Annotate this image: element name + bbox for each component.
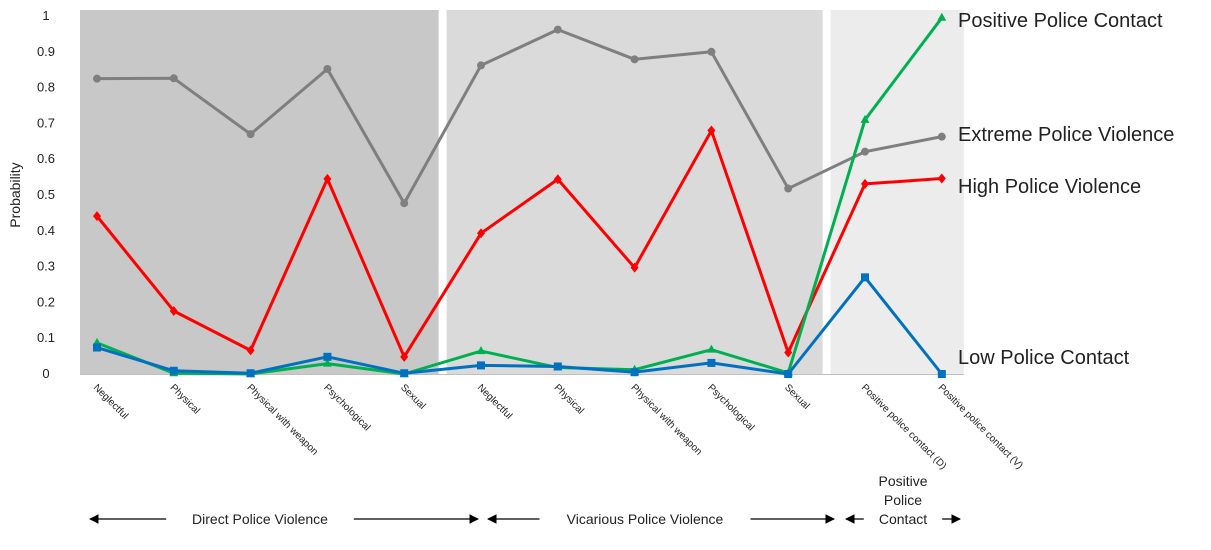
data-point [477, 228, 485, 239]
data-point [707, 47, 716, 56]
x-tick-label: Positive police contact (D) [859, 382, 949, 472]
group-label: Direct Police Violence [192, 511, 328, 527]
x-axis: Neglectful Physical Physical with weapon Ps… [80, 374, 1025, 472]
data-point [630, 55, 639, 64]
group-label: Positive Police Contact [878, 473, 927, 527]
data-point [93, 343, 101, 352]
data-point [93, 74, 101, 83]
data-point [400, 199, 409, 208]
group-label: Vicarious Police Violence [567, 511, 724, 527]
y-tick-label: 0.6 [37, 151, 55, 166]
data-point [630, 262, 639, 273]
data-point [784, 184, 793, 193]
data-point [861, 178, 869, 189]
data-point [937, 370, 946, 378]
x-tick-label: Sexual [398, 382, 427, 411]
data-point [246, 369, 255, 378]
y-tick-label: 0.2 [37, 294, 55, 309]
data-point [323, 352, 332, 361]
group-shade [830, 10, 964, 374]
y-tick-label: 0.7 [37, 115, 55, 130]
y-tick-label: 0.1 [37, 330, 55, 345]
data-point [322, 358, 332, 367]
data-point [937, 132, 946, 141]
data-point [861, 147, 869, 156]
data-point [553, 25, 562, 34]
y-tick-label: 0 [42, 366, 49, 381]
series-label: High Police Violence [958, 176, 1141, 198]
x-tick-label: Physical [168, 382, 202, 416]
data-point [937, 173, 946, 184]
data-point [169, 305, 178, 316]
x-tick-label: Psychological [705, 382, 756, 433]
series-lines [95, 16, 943, 376]
series-line [96, 275, 943, 376]
data-point [706, 344, 716, 353]
x-tick-label: Physical [552, 382, 586, 416]
data-point [400, 351, 409, 362]
y-tick-label: 0.5 [37, 187, 55, 202]
data-point [93, 211, 101, 222]
x-tick-label: Psychological [321, 382, 372, 433]
y-tick-label: 0.3 [37, 259, 55, 274]
data-point [400, 369, 409, 378]
x-tick-label: Neglectful [475, 382, 514, 421]
data-point [861, 273, 869, 282]
data-point [784, 370, 793, 378]
data-point [553, 174, 562, 185]
data-point [477, 61, 485, 70]
series-line [95, 129, 942, 359]
y-tick-label: 0.8 [37, 80, 55, 95]
series-markers [92, 12, 947, 378]
data-point [169, 366, 178, 375]
series-legend: Extreme Police Violence High Police Viole… [958, 10, 1174, 369]
data-point [477, 361, 485, 370]
x-tick-label: Physical with weapon [628, 382, 703, 457]
data-point [630, 368, 639, 377]
data-point [707, 125, 716, 136]
y-axis: 0 0.1 0.2 0.3 0.4 0.5 0.6 0.7 0.8 0.9 1 [37, 8, 55, 381]
data-point [323, 173, 332, 184]
data-point [323, 64, 332, 73]
y-tick-label: 0.9 [37, 44, 55, 59]
series-label: Positive Police Contact [958, 10, 1163, 32]
data-point [169, 74, 178, 83]
data-point [553, 362, 562, 371]
x-tick-label: Neglectful [91, 382, 130, 421]
y-axis-label: Probability [7, 162, 23, 227]
data-point [476, 346, 486, 355]
group-labels: Direct Police Violence Vicarious Police V… [89, 473, 961, 527]
group-shading [80, 10, 964, 374]
series-line [96, 28, 943, 205]
x-tick-label: Sexual [782, 382, 811, 411]
series-label: Extreme Police Violence [958, 124, 1174, 146]
series-label: Low Police Contact [958, 347, 1130, 369]
y-tick-label: 1 [42, 8, 49, 23]
data-point [246, 130, 255, 139]
data-point [246, 345, 255, 356]
group-shade [446, 10, 823, 374]
data-point [707, 358, 716, 367]
y-tick-label: 0.4 [37, 223, 55, 238]
x-tick-label: Physical with weapon [244, 382, 319, 457]
x-tick-label: Positive police contact (V) [936, 382, 1025, 471]
data-point [860, 114, 870, 123]
data-point [784, 347, 793, 358]
group-shade [80, 10, 439, 374]
data-point [937, 12, 947, 21]
